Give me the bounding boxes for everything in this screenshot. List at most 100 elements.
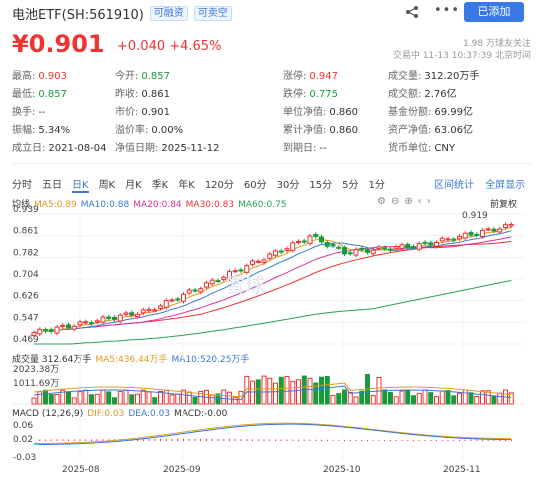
stat-value: -- [38,107,46,118]
y-tick-label: 0.861 [13,227,39,237]
volume-bar [278,376,284,405]
next-icon[interactable]: › [426,196,436,207]
candle [451,238,457,241]
tab-1[interactable]: 五日 [42,180,62,191]
candle [457,235,462,240]
candle [94,320,100,323]
settings-icon[interactable]: ⚙ [377,196,391,207]
ma-legend-item: MA30:0.83 [185,200,235,210]
stat-label: 成交量: [388,71,422,82]
volume-bar [169,394,175,405]
stat-cell: 货币单位: CNY [388,140,528,158]
candle [129,312,135,316]
tab-6[interactable]: 年K [178,180,195,191]
candle [422,241,428,244]
ma-legend-item: MA20:0.84 [133,200,182,210]
candle [192,289,198,292]
candle [209,279,215,285]
stats-row: 最高: 0.903 今开: 0.857 涨停: 0.947 成交量: 312.20万手 [12,68,532,86]
tab-11[interactable]: 5分 [342,180,359,191]
tab-7[interactable]: 120分 [204,180,234,191]
stat-cell: 累计净值: 0.860 [283,122,388,140]
volume-bar [359,390,365,405]
tab-0[interactable]: 分时 [12,180,32,191]
prev-icon[interactable]: ‹ [417,196,427,207]
stat-label: 到期日: [283,143,317,154]
tab-9[interactable]: 30分 [276,180,300,191]
candle [261,259,267,263]
tab-10[interactable]: 15分 [309,180,333,191]
y-tick-label: 0.469 [13,335,39,345]
volume-ma5-line [33,382,512,398]
range-stats-link[interactable]: 区间统计 [434,180,474,191]
tab-8[interactable]: 60分 [243,180,267,191]
stat-label: 单位净值: [283,107,327,118]
added-button[interactable]: 已添加 [464,2,524,22]
volume-bar [54,393,60,405]
tab-4[interactable]: 月K [125,180,142,191]
volume-bar [163,389,169,405]
candle [71,325,77,330]
stat-value: 0.901 [141,107,171,118]
stat-label: 资产净值: [388,125,432,136]
candle [140,309,146,314]
trade-status: 1.98 万球友关注 交易中 11-13 10:37:39 北京时间 [393,38,531,62]
volume-bar [100,389,106,405]
macd-tick-label: 0.02 [13,435,33,445]
volume-tick-label: 2023.38万 [13,365,59,375]
volume-bar [347,391,353,405]
stat-value: 2.76亿 [424,89,457,100]
stat-value: 0.775 [309,89,339,100]
volume-bar [313,382,319,405]
candle [227,271,232,280]
stat-label: 累计净值: [283,125,327,136]
volume-bar [192,396,198,405]
volume-bar [175,393,181,405]
adjust-mode[interactable]: 前复权 [490,200,518,210]
tab-5[interactable]: 季K [151,180,169,191]
volume-bar [508,392,514,405]
x-label: 2025-09 [163,465,201,475]
candle [462,232,468,239]
more-icon[interactable]: ••• [434,3,461,18]
stat-value: 0.947 [309,71,339,82]
tab-2[interactable]: 日K [72,176,89,193]
fullscreen-link[interactable]: 全屏显示 [485,180,526,191]
stats-row: 最低: 0.857 昨收: 0.861 跌停: 0.775 成交额: 2.76亿 [12,86,532,104]
volume-bar [135,393,140,405]
candle [342,247,347,255]
volume-bar [382,389,388,405]
candle [106,316,112,320]
stat-cell: 市价: 0.901 [115,104,283,122]
volume-bar [250,380,255,405]
security-name: 电池ETF(SH:561910) [12,7,144,23]
stat-cell: 成交量: 312.20万手 [388,68,528,86]
stat-value: 0.00% [151,125,184,136]
followers-count: 1.98 万球友关注 [463,39,531,49]
tab-12[interactable]: 1分 [368,180,385,191]
candle [250,260,255,265]
volume-bar [485,390,491,405]
stats-row: 换手: -- 市价: 0.901 单位净值: 0.860 基金份额: 69.99亿 [12,104,532,122]
candle [347,252,353,255]
stat-value: 0.861 [141,89,171,100]
candle [393,246,399,250]
stat-value: 0.903 [38,71,68,82]
volume-bar [457,392,462,405]
zoom-in-icon[interactable]: ⊕ [404,196,418,207]
stat-value: 312.20万手 [424,71,480,82]
stat-label: 溢价率: [115,125,149,136]
volume-tick-label: 1011.69万 [13,379,59,389]
stat-cell: 涨停: 0.947 [283,68,388,86]
tab-3[interactable]: 周K [98,180,116,191]
volume-bar [284,375,290,405]
volume-bar [370,395,376,405]
candle [169,299,175,302]
candle [290,242,296,251]
chart-tools: ⚙⊖⊕‹› [377,196,436,207]
share-icon[interactable] [405,5,419,19]
zoom-out-icon[interactable]: ⊖ [390,196,405,207]
candle [135,313,140,318]
stat-label: 最低: [12,89,36,100]
